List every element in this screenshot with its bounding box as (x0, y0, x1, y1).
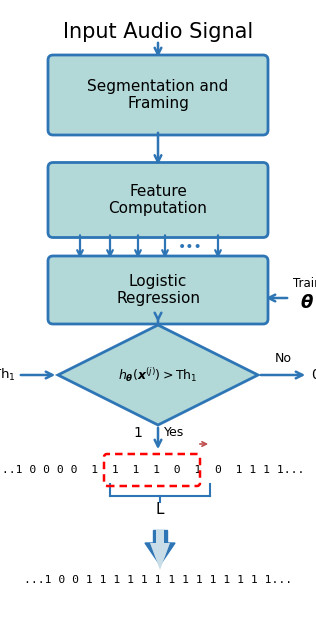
Text: No: No (275, 352, 291, 365)
FancyBboxPatch shape (48, 55, 268, 135)
Text: $h_{\boldsymbol{\theta}}(\boldsymbol{x}^{(j)}) > \mathrm{Th}_1$: $h_{\boldsymbol{\theta}}(\boldsymbol{x}^… (118, 366, 198, 384)
Text: •••: ••• (178, 240, 202, 254)
Text: Logistic
Regression: Logistic Regression (116, 274, 200, 306)
Text: 0: 0 (311, 368, 316, 382)
Polygon shape (58, 325, 258, 425)
Text: ...1 0 0 1 1 1 1 1 1 1 1 1 1 1 1 1 1...: ...1 0 0 1 1 1 1 1 1 1 1 1 1 1 1 1 1... (24, 575, 292, 585)
Text: $\boldsymbol{\theta}$: $\boldsymbol{\theta}$ (300, 294, 314, 312)
Polygon shape (156, 530, 164, 543)
Text: 1: 1 (133, 426, 142, 440)
Text: Segmentation and
Framing: Segmentation and Framing (88, 79, 228, 111)
Text: Training: Training (293, 276, 316, 290)
Polygon shape (150, 543, 170, 570)
Text: Input Audio Signal: Input Audio Signal (63, 22, 253, 42)
Polygon shape (145, 543, 175, 565)
Text: Feature
Computation: Feature Computation (109, 184, 207, 216)
Text: ...1 0 0 0 0  1  1  1  1  0  1  0  1 1 1 1...: ...1 0 0 0 0 1 1 1 1 0 1 0 1 1 1 1... (0, 465, 305, 475)
FancyBboxPatch shape (48, 163, 268, 237)
FancyBboxPatch shape (48, 256, 268, 324)
Text: Yes: Yes (164, 426, 184, 440)
Text: $\mathrm{Th}_1$: $\mathrm{Th}_1$ (0, 367, 16, 383)
Text: L: L (156, 503, 164, 517)
Polygon shape (153, 530, 167, 543)
